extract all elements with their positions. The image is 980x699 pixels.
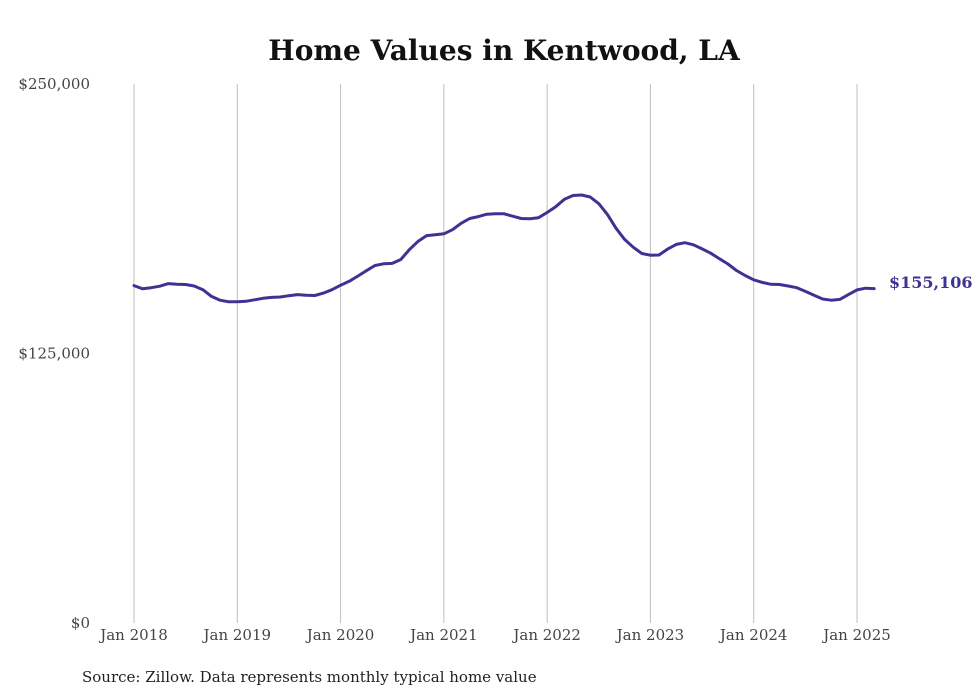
y-tick-label: $0 xyxy=(71,614,90,632)
x-tick-label: Jan 2024 xyxy=(718,626,788,644)
x-tick-label: Jan 2020 xyxy=(305,626,375,644)
x-tick-label: Jan 2022 xyxy=(511,626,581,644)
x-tick-label: Jan 2019 xyxy=(202,626,272,644)
x-tick-label: Jan 2021 xyxy=(408,626,478,644)
y-tick-label: $250,000 xyxy=(18,75,90,93)
line-chart: Home Values in Kentwood, LA $0 $125,000 $2… xyxy=(18,34,973,644)
series-group xyxy=(132,193,876,304)
end-value-label: $155,106 xyxy=(889,273,973,292)
x-tick-label: Jan 2018 xyxy=(98,626,168,644)
chart-title: Home Values in Kentwood, LA xyxy=(268,34,741,67)
x-tick-label: Jan 2023 xyxy=(615,626,685,644)
gridlines xyxy=(133,84,858,623)
source-note: Source: Zillow. Data represents monthly … xyxy=(82,668,537,686)
y-axis-ticks: $0 $125,000 $250,000 xyxy=(18,75,90,632)
series-line xyxy=(132,193,876,304)
x-axis-ticks: Jan 2018 Jan 2019 Jan 2020 Jan 2021 Jan 2022… xyxy=(98,626,891,644)
x-tick-label: Jan 2025 xyxy=(821,626,891,644)
y-tick-label: $125,000 xyxy=(18,345,90,363)
